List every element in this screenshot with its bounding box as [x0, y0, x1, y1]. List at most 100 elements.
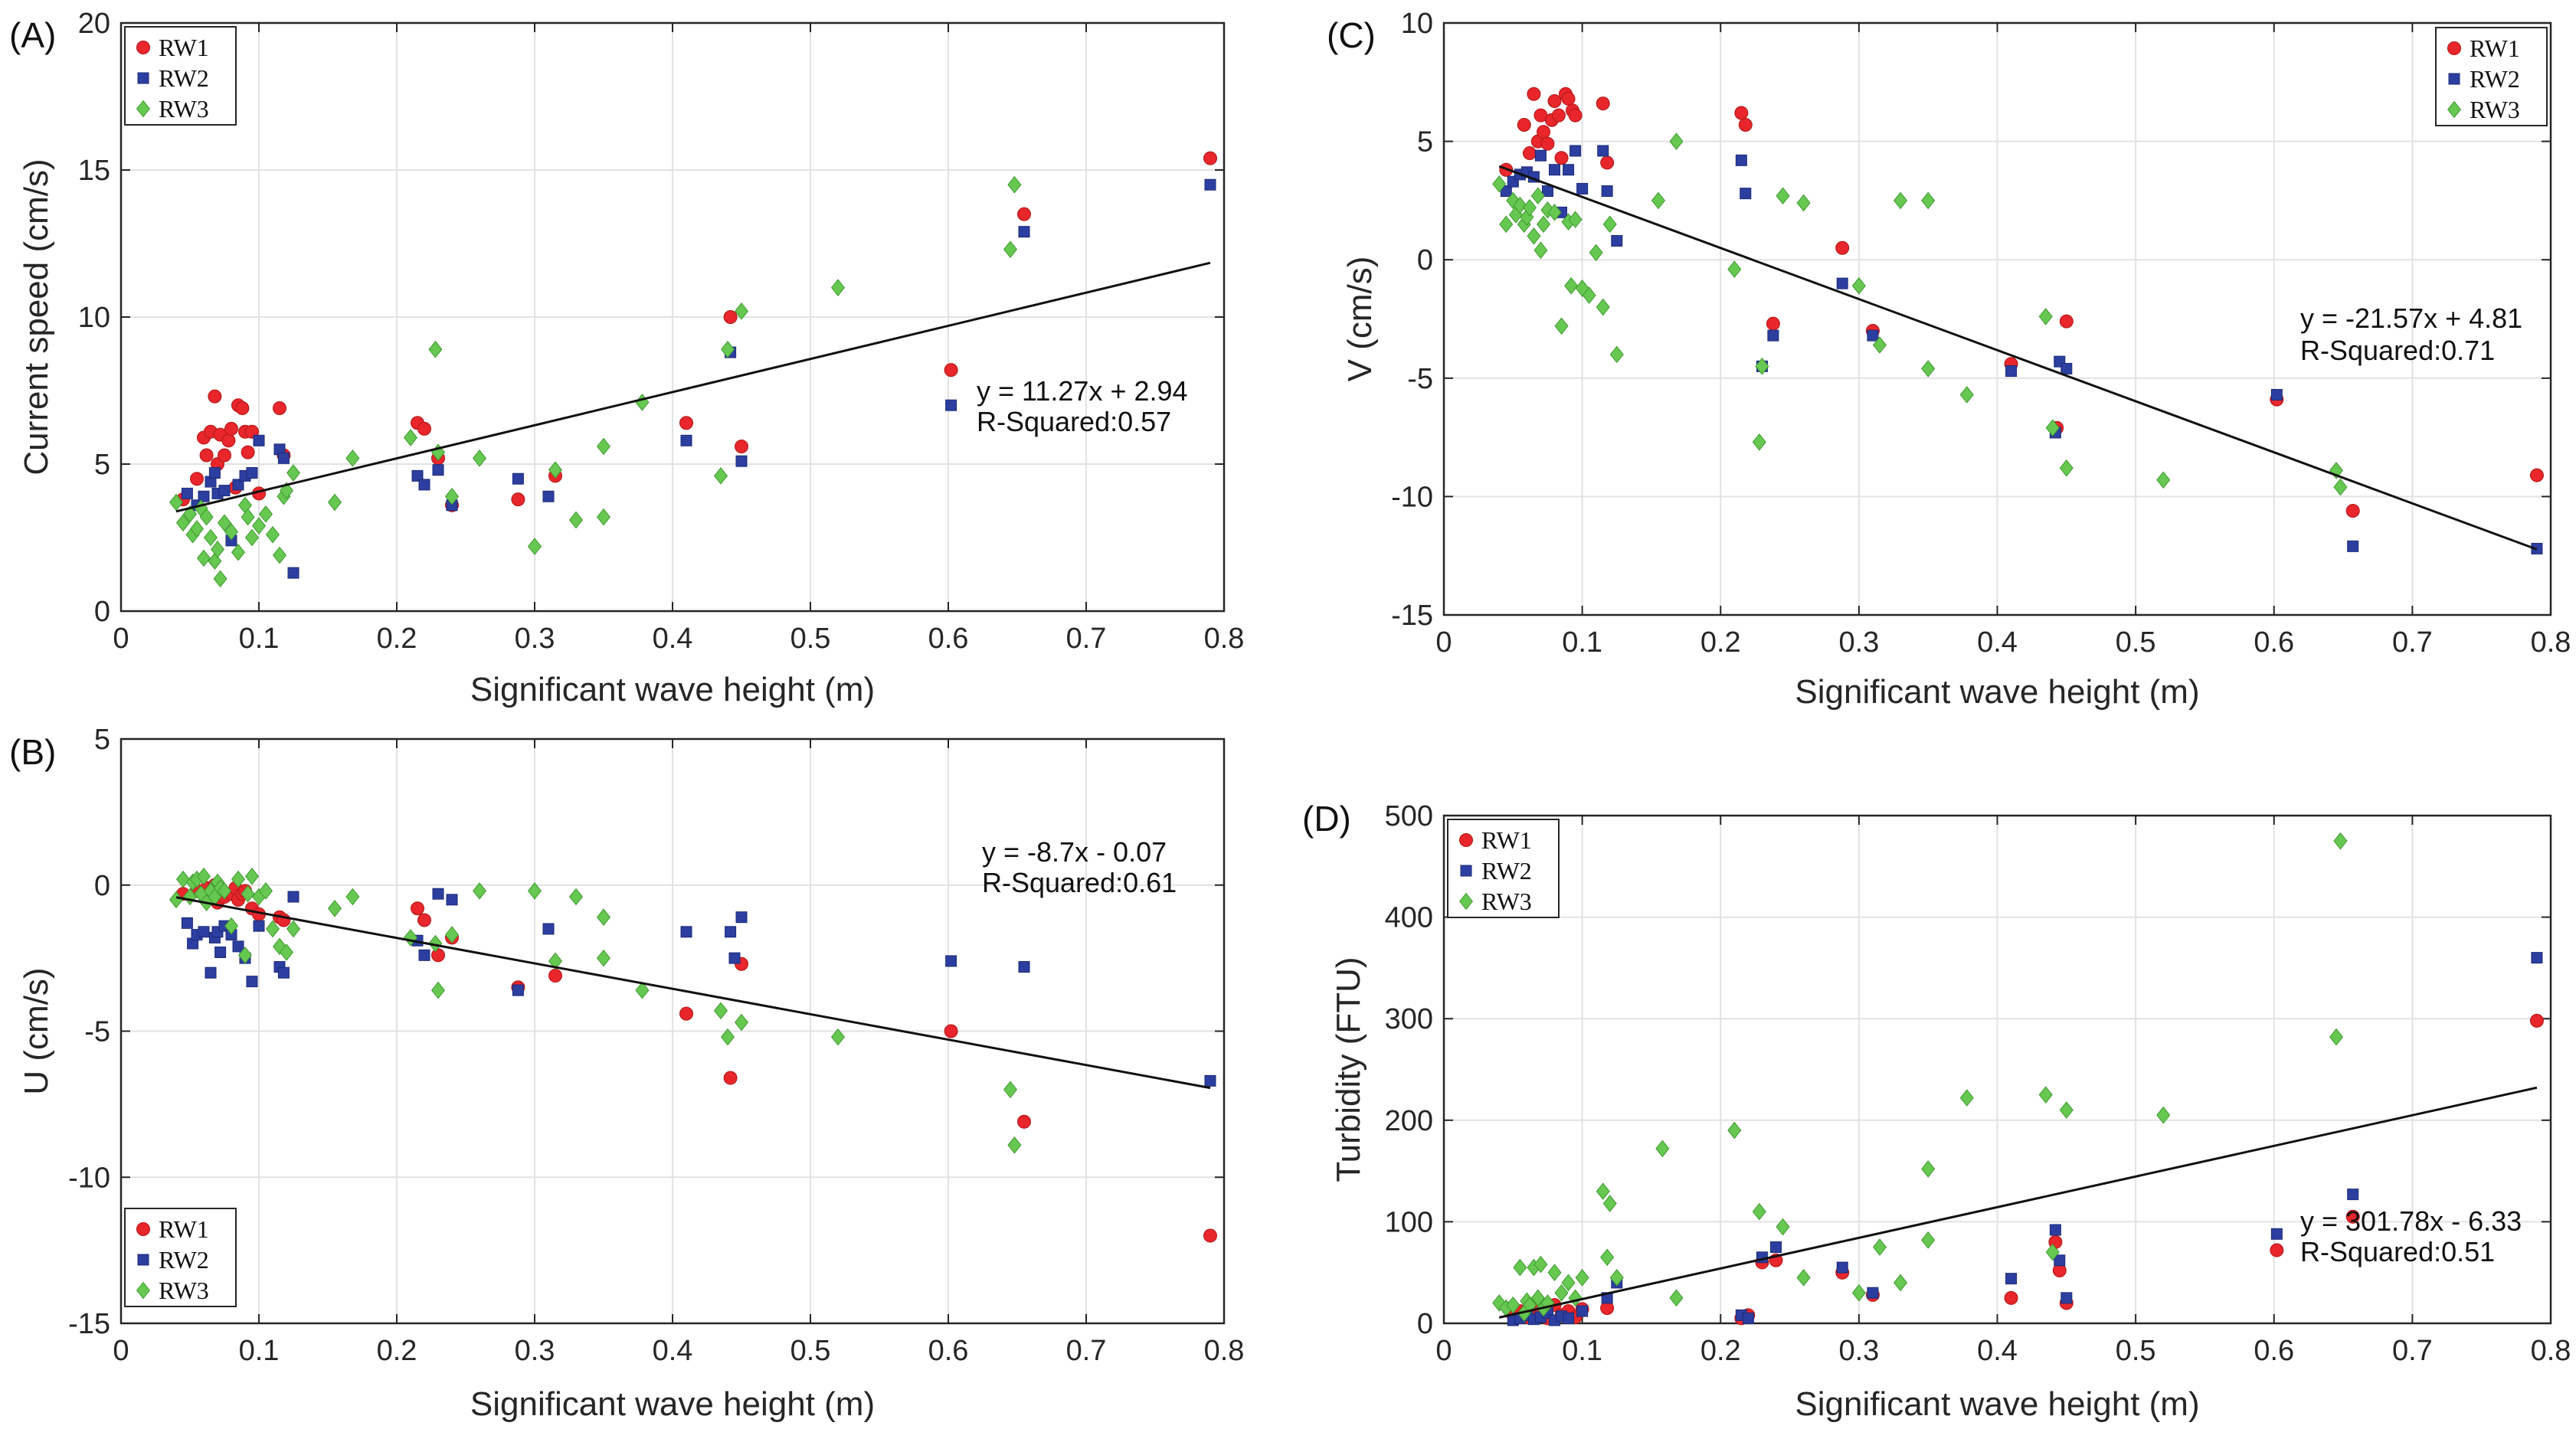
- data-point-rw1: [1561, 91, 1576, 106]
- x-axis-label: Significant wave height (m): [1795, 673, 2199, 711]
- y-tick-label: 10: [1401, 8, 1433, 40]
- data-point-rw1: [1537, 125, 1551, 139]
- data-point-rw1: [1738, 117, 1753, 132]
- data-point-rw3: [1600, 1248, 1615, 1267]
- data-point-rw2: [542, 923, 555, 935]
- panel-a: 0 0.1 0.2 0.3 0.4 0.5 0.6 0.7 0.8 0 5 10 15 20 Signifi…: [9, 8, 1244, 708]
- data-point-rw2: [1767, 329, 1779, 342]
- y-tick-label: 10: [78, 302, 110, 334]
- data-point-rw2: [1597, 145, 1609, 157]
- x-tick-label: 0.4: [1977, 1335, 2018, 1367]
- data-point-rw2: [246, 467, 258, 479]
- y-tick-label: 400: [1385, 902, 1433, 934]
- data-point-rw2: [1500, 185, 1512, 198]
- data-point-rw3: [272, 546, 287, 564]
- series-rw1: [176, 151, 1217, 512]
- data-point-rw3: [327, 899, 342, 917]
- data-point-rw1: [1835, 240, 1850, 255]
- data-point-rw1: [511, 492, 525, 507]
- data-point-rw2: [1601, 185, 1613, 198]
- data-point-rw1: [548, 969, 562, 983]
- panel-label: (D): [1302, 799, 1351, 839]
- data-point-rw1: [224, 421, 238, 436]
- x-tick-label: 0.4: [653, 623, 693, 655]
- data-point-rw3: [2333, 832, 2348, 850]
- panel-d: 0 0.1 0.2 0.3 0.4 0.5 0.6 0.7 0.8 0 100 200 300 400 50…: [1302, 799, 2571, 1423]
- data-point-rw3: [175, 870, 191, 888]
- data-point-rw2: [418, 479, 430, 491]
- data-point-rw3: [2059, 459, 2074, 477]
- data-point-rw2: [1563, 164, 1575, 176]
- data-point-rw2: [218, 485, 231, 497]
- legend-entry-rw3: RW3: [2470, 96, 2520, 123]
- data-point-rw2: [432, 464, 444, 476]
- legend-marker-rw1: [1459, 833, 1473, 847]
- data-point-rw3: [568, 511, 584, 529]
- data-point-rw1: [723, 1071, 738, 1085]
- data-point-rw3: [1921, 1160, 1936, 1178]
- data-point-rw1: [1551, 108, 1566, 123]
- regression-line: [175, 896, 1211, 1090]
- data-point-rw2: [2347, 540, 2359, 552]
- y-tick-label: 0: [1417, 244, 1433, 276]
- data-point-rw3: [1669, 132, 1684, 150]
- data-point-rw1: [221, 433, 236, 448]
- r-squared-label: R-Squared:0.61: [982, 867, 1177, 898]
- x-tick-label: 0.7: [2392, 1335, 2433, 1367]
- data-point-rw3: [1921, 1231, 1936, 1249]
- y-tick-label: 0: [94, 596, 110, 628]
- x-tick-label: 0.8: [2531, 626, 2571, 659]
- data-point-rw3: [1003, 240, 1018, 258]
- data-point-rw3: [196, 868, 211, 885]
- r-squared-label: R-Squared:0.71: [2300, 335, 2495, 366]
- data-point-rw3: [1851, 1283, 1866, 1302]
- legend-marker-rw3: [1458, 892, 1474, 911]
- x-tick-label: 0.8: [1204, 623, 1245, 655]
- data-point-rw3: [1530, 187, 1545, 205]
- data-point-rw3: [241, 885, 255, 903]
- data-point-rw2: [1204, 178, 1216, 191]
- data-point-rw3: [1921, 360, 1936, 378]
- regression-line: [1498, 165, 2538, 551]
- data-point-rw3: [527, 882, 542, 900]
- x-tick-label: 0.1: [239, 623, 280, 655]
- data-point-rw3: [1554, 1283, 1569, 1302]
- data-point-rw3: [1589, 244, 1603, 262]
- data-point-rw2: [680, 434, 692, 446]
- data-point-rw1: [2059, 314, 2074, 329]
- data-point-rw3: [1609, 345, 1624, 364]
- data-point-rw3: [1582, 286, 1596, 304]
- y-tick-label: 200: [1385, 1105, 1433, 1137]
- data-point-rw3: [279, 482, 294, 499]
- data-point-rw3: [286, 464, 301, 482]
- data-point-rw1: [944, 363, 958, 378]
- legend-entry-rw3: RW3: [159, 95, 209, 123]
- data-point-rw3: [1537, 215, 1551, 234]
- data-point-rw2: [1576, 1305, 1589, 1317]
- data-point-rw1: [2270, 1243, 2284, 1257]
- data-point-rw3: [1776, 1218, 1790, 1236]
- data-point-rw2: [725, 926, 737, 938]
- legend-marker-rw3: [2447, 100, 2462, 119]
- data-point-rw3: [1513, 196, 1527, 214]
- data-point-rw3: [1596, 1182, 1610, 1200]
- data-point-rw3: [1527, 227, 1541, 245]
- data-point-rw3: [1564, 276, 1579, 295]
- data-point-rw3: [1872, 1238, 1887, 1256]
- data-point-rw2: [945, 955, 957, 967]
- data-point-rw3: [224, 917, 239, 935]
- data-point-rw3: [1959, 386, 1974, 404]
- data-point-rw3: [1554, 317, 1569, 335]
- data-point-rw3: [1561, 1274, 1576, 1292]
- data-point-rw2: [1770, 1241, 1782, 1254]
- y-tick-label: 20: [78, 8, 110, 40]
- data-point-rw3: [1609, 1269, 1624, 1287]
- y-tick-label: -15: [1391, 600, 1433, 632]
- data-point-rw1: [2004, 1290, 2018, 1305]
- data-point-rw3: [548, 461, 563, 479]
- data-point-rw3: [231, 543, 246, 561]
- data-point-rw2: [277, 966, 290, 979]
- x-tick-label: 0.8: [2531, 1335, 2571, 1367]
- data-point-rw3: [286, 920, 301, 938]
- data-point-rw3: [548, 952, 563, 970]
